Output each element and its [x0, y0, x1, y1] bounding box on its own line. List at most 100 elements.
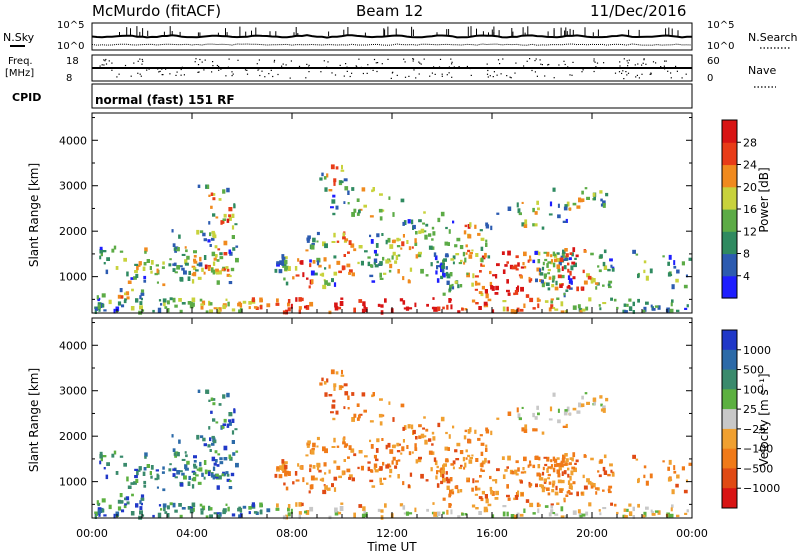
nave-point [148, 68, 150, 70]
velocity-cell [552, 483, 555, 486]
velocity-cell [536, 502, 540, 508]
velocity-cell [400, 403, 405, 408]
velocity-cell [292, 481, 295, 485]
nave-point [626, 74, 628, 76]
power-cell [216, 259, 220, 262]
power-cell [176, 265, 181, 270]
power-cell [574, 257, 577, 260]
velocity-cell [231, 430, 235, 435]
velocity-cell [130, 511, 135, 516]
nave-point [201, 61, 203, 63]
velocity-cell [156, 473, 159, 479]
nave-point [381, 63, 383, 65]
power-cell [103, 262, 106, 265]
power-cell [379, 193, 383, 196]
power-cell [372, 187, 375, 192]
nave-point [627, 62, 629, 64]
power-cell [157, 307, 162, 313]
velocity-cell [276, 503, 279, 508]
power-cell [583, 250, 587, 253]
power-cell [369, 215, 374, 218]
velocity-cell [474, 493, 478, 496]
power-cell [281, 254, 285, 259]
power-cell [341, 164, 343, 170]
velocity-cell [174, 476, 178, 479]
power-cell [297, 258, 300, 262]
power-cell [547, 272, 550, 275]
nave-point [572, 67, 575, 69]
power-cell [632, 249, 636, 254]
nave-point [199, 58, 201, 61]
velocity-cell [226, 473, 230, 477]
velocity-cell [231, 418, 235, 423]
power-cell [628, 306, 633, 311]
velocity-cell [183, 475, 187, 480]
velocity-cell [557, 408, 560, 413]
velocity-cell [356, 417, 360, 421]
nave-point [162, 74, 164, 76]
velocity-cell [231, 440, 235, 444]
nave-point [181, 66, 183, 68]
velocity-cell [136, 470, 139, 476]
power-cell [478, 291, 483, 294]
velocity-cell [506, 511, 509, 517]
velocity-cell [318, 469, 322, 473]
power-cell [446, 304, 449, 310]
velocity-cell [446, 478, 451, 484]
power-cell [226, 218, 230, 223]
velocity-cell [140, 502, 143, 506]
velocity-cell [321, 377, 324, 382]
nave-point [270, 69, 272, 71]
nave-point [564, 63, 566, 66]
velocity-cell [330, 369, 335, 375]
power-cell [189, 303, 194, 309]
velocity-cell [519, 513, 524, 517]
colorbar-segment [722, 253, 737, 277]
nave-point [101, 64, 103, 66]
nave-bottom-tick: 0 [707, 73, 713, 84]
power-cell [580, 287, 583, 290]
power-cell [547, 268, 551, 272]
power-cell [433, 252, 437, 257]
velocity-cell [484, 457, 487, 463]
power-cell [143, 275, 147, 280]
velocity-cell [287, 512, 291, 517]
power-cell [361, 308, 365, 314]
velocity-cell [178, 503, 182, 507]
velocity-cell [195, 474, 199, 477]
power-cell [558, 261, 562, 266]
power-cell [392, 251, 396, 256]
nave-point [282, 63, 284, 65]
velocity-cell [203, 443, 207, 447]
power-cell [560, 301, 564, 307]
power-cell [367, 256, 371, 259]
power-cell [215, 254, 218, 258]
velocity-cell [361, 513, 365, 519]
power-cell [350, 243, 355, 248]
power-cell [521, 287, 524, 291]
velocity-cell [220, 425, 223, 430]
power-cell [517, 208, 521, 214]
power-cell [564, 204, 568, 208]
velocity-cell [478, 496, 483, 499]
velocity-cell [538, 456, 541, 461]
power-cell [592, 278, 596, 283]
velocity-cell [343, 383, 348, 387]
nave-point [534, 60, 536, 62]
velocity-cell [377, 508, 381, 512]
station-title: McMurdo (fitACF) [92, 2, 221, 20]
power-cell [532, 307, 536, 310]
power-cell [430, 262, 433, 267]
velocity-cell [554, 491, 559, 496]
power-cell [248, 306, 251, 310]
nave-point [346, 70, 348, 72]
velocity-cell [181, 507, 186, 510]
power-cell [94, 309, 97, 314]
velocity-cell [327, 487, 331, 491]
nave-point [157, 68, 159, 70]
power-cell [449, 284, 452, 289]
power-cell [95, 307, 98, 311]
power-cell [381, 233, 384, 236]
power-cell [124, 298, 128, 301]
